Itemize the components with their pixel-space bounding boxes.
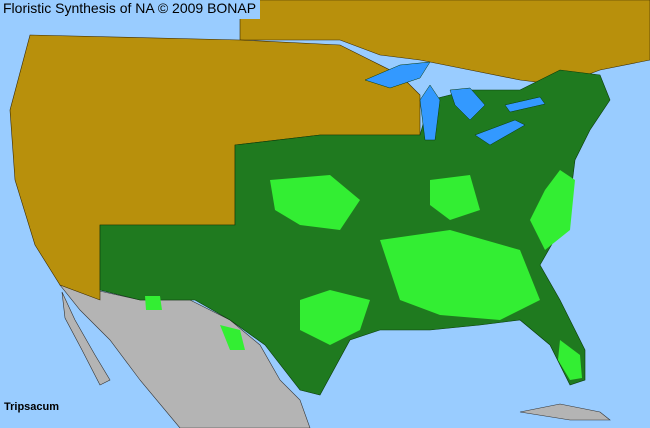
great-lakes: [364, 61, 546, 146]
baja-region: [61, 291, 111, 386]
cuba-region: [519, 403, 611, 421]
taxon-label: Tripsacum: [4, 401, 60, 413]
present-county-patches: [145, 170, 582, 380]
map-title: Floristic Synthesis of NA © 2009 BONAP: [0, 0, 261, 19]
canada-region: [239, 0, 650, 86]
